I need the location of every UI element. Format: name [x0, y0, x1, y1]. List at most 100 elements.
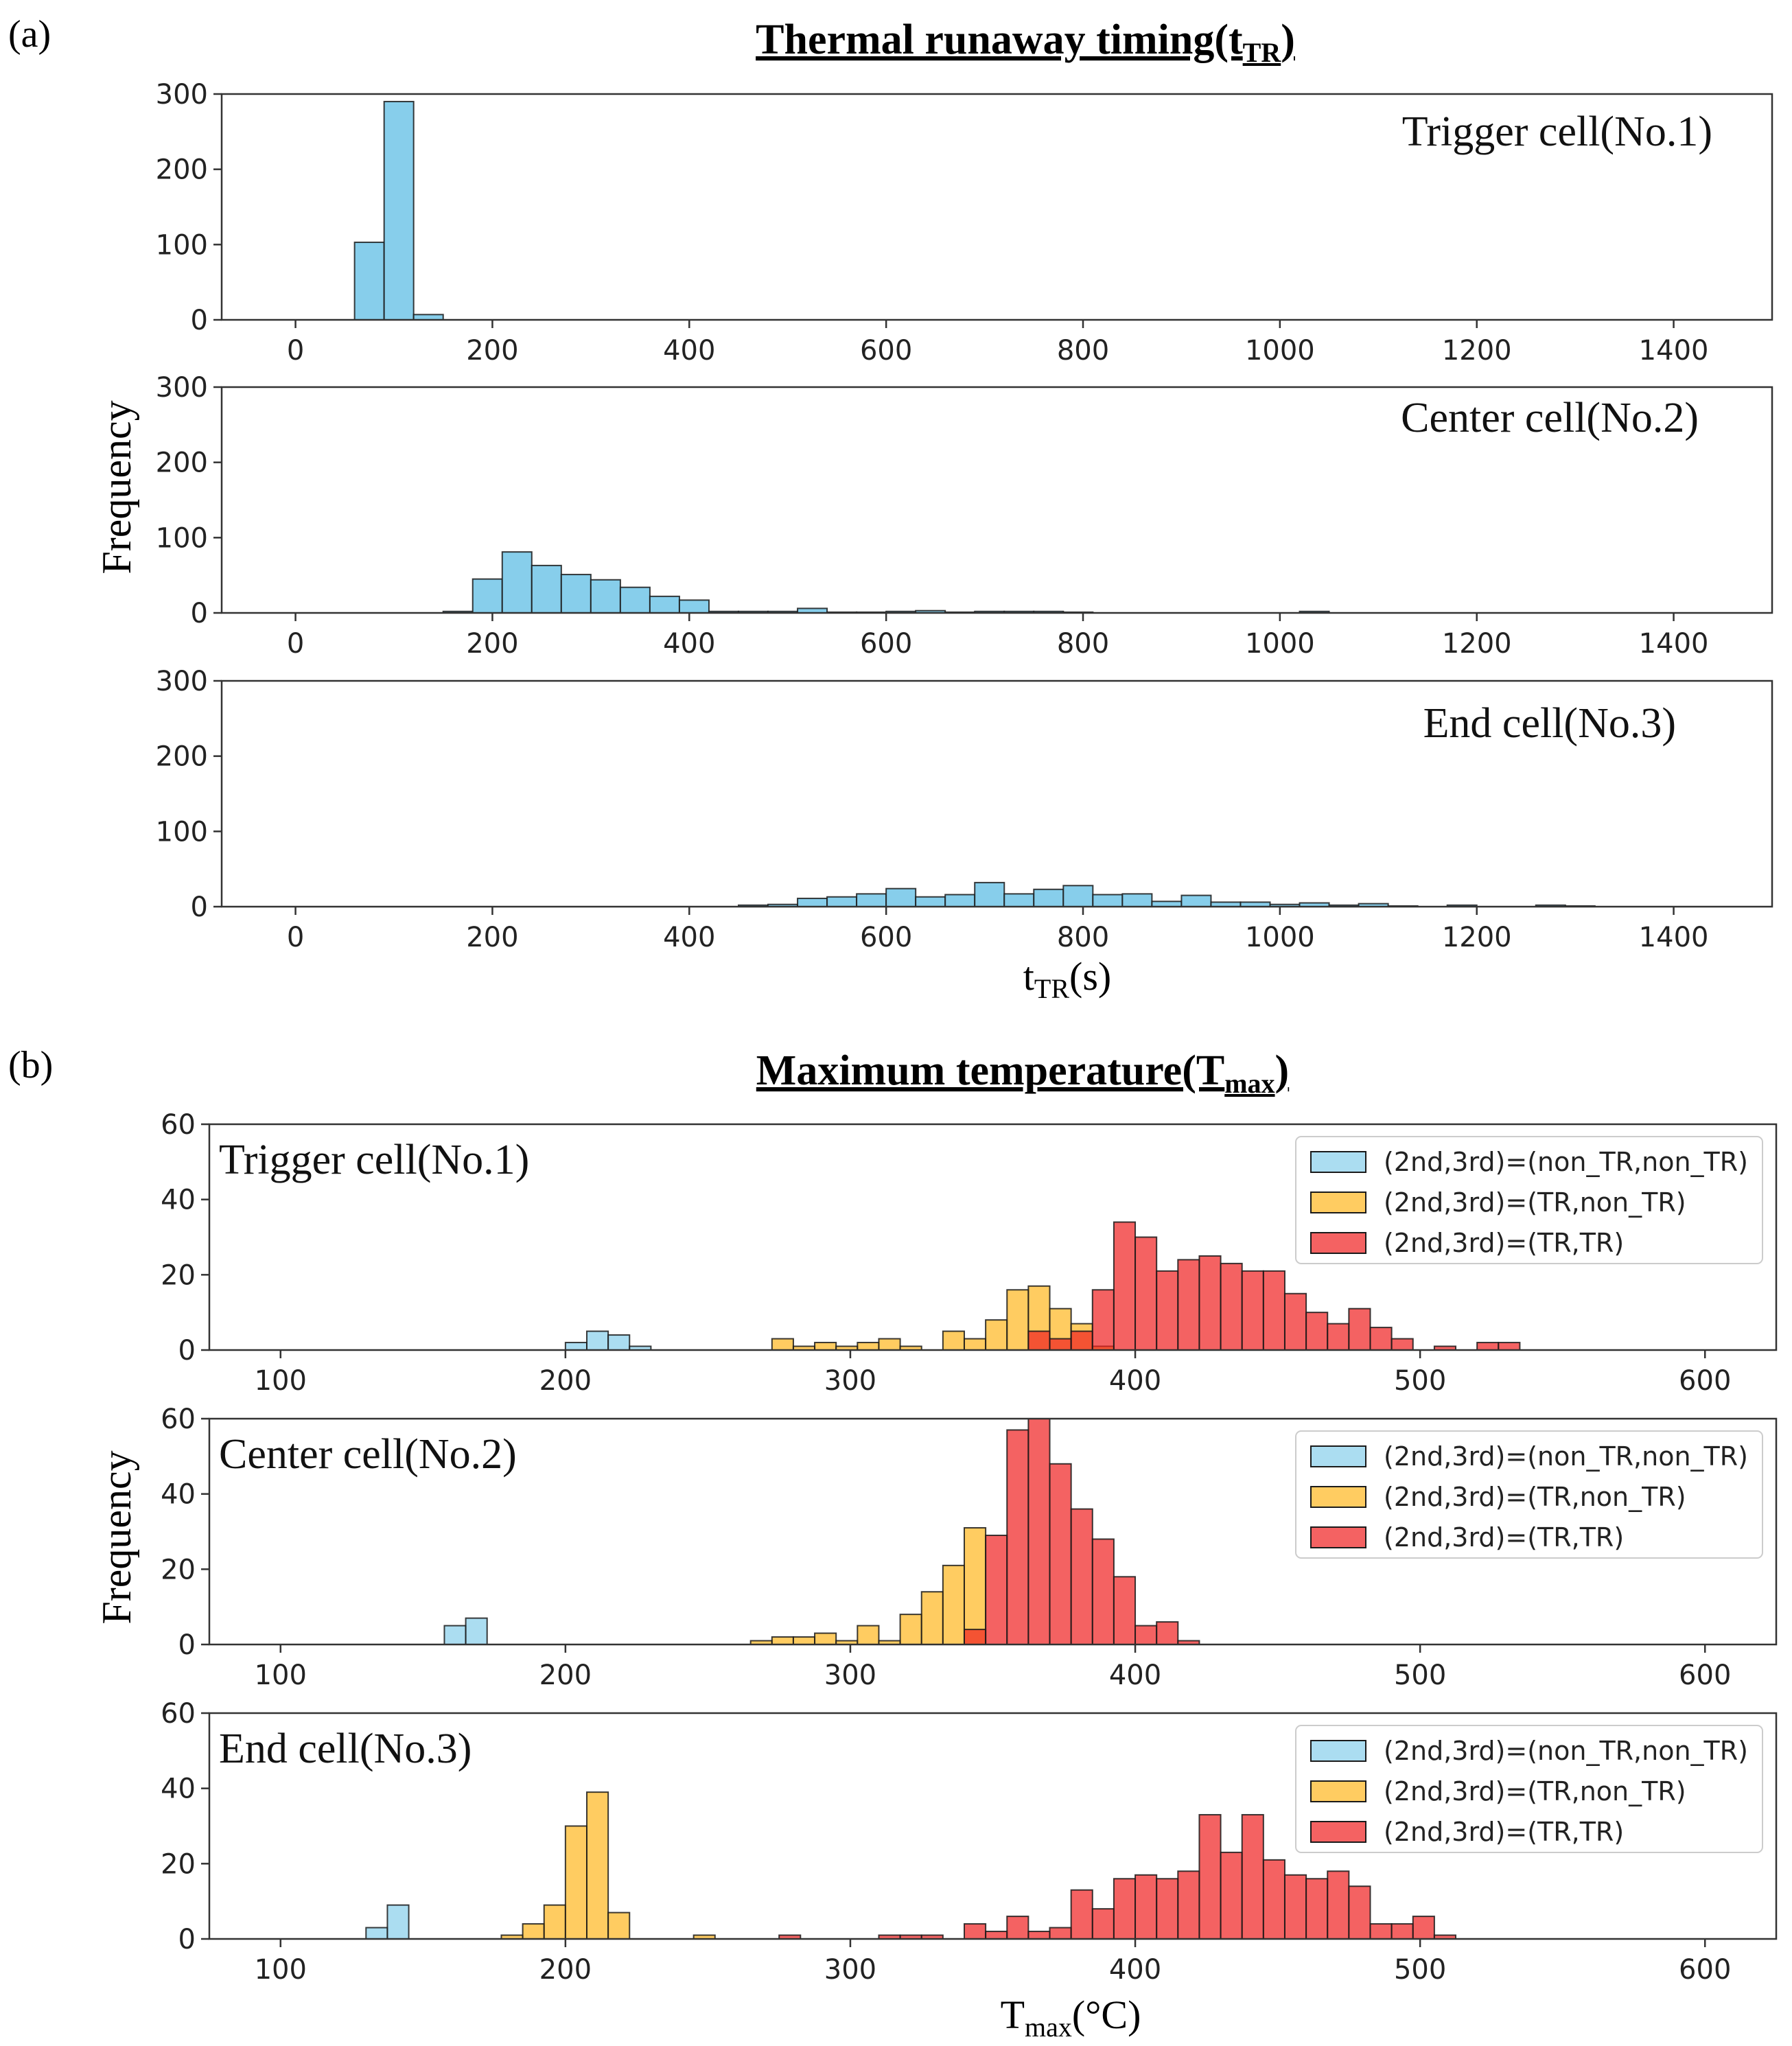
series-0-bar [564, 1342, 587, 1351]
series-2-bar [1134, 1625, 1158, 1645]
chart-b2: 100 200 300 400 500 600 0 20 40 60 Center cell(No.… [161, 1404, 1778, 1691]
series-0-bar [365, 1927, 388, 1940]
series-2-bar [1369, 1327, 1393, 1351]
histogram-bar [974, 881, 1005, 907]
y-tick-label: 200 [156, 447, 208, 479]
series-2-bar [1134, 1874, 1158, 1940]
histogram-bar [915, 896, 946, 907]
legend-label: (2nd,3rd)=(non_TR,non_TR) [1384, 1147, 1748, 1177]
series-1-bar [585, 1791, 609, 1940]
panel-b-y-axis-label: Frequency [94, 1450, 139, 1624]
series-1-bar [963, 1338, 987, 1351]
x-tick-label: 0 [287, 922, 304, 953]
y-tick-label: 100 [156, 522, 208, 554]
legend-label: (2nd,3rd)=(TR,non_TR) [1384, 1187, 1686, 1218]
x-tick-label: 500 [1394, 1660, 1446, 1691]
legend-label: (2nd,3rd)=(non_TR,non_TR) [1384, 1736, 1748, 1766]
series-2-bar [1027, 1418, 1051, 1645]
plot-frame [220, 386, 1773, 614]
series-2-bar [1305, 1878, 1329, 1940]
legend-label: (2nd,3rd)=(TR,TR) [1384, 1228, 1624, 1258]
x-tick-label: 400 [1109, 1954, 1161, 1986]
x-tick-label: 1200 [1442, 922, 1512, 953]
series-2-bar [1134, 1236, 1158, 1351]
x-tick-label: 200 [466, 922, 518, 953]
x-tick-label: 1400 [1639, 628, 1709, 660]
series-1-bar [899, 1614, 922, 1645]
chart-a2: 0 200 400 600 800 1000 1200 1400 0 100 200 300 Cente… [156, 372, 1773, 660]
histogram-bar [1092, 894, 1124, 908]
panel-a-title-close: ) [1281, 16, 1295, 63]
series-1-bar [792, 1636, 816, 1646]
x-tick-label: 600 [860, 628, 912, 660]
series-2-bar [1091, 1908, 1115, 1940]
series-2-bar [963, 1923, 987, 1940]
legend-swatch [1310, 1486, 1366, 1508]
x-tick-label: 400 [663, 628, 715, 660]
panel-b-x-axis-label: Tmax(°C) [1001, 1992, 1141, 2043]
x-tick-label: 0 [287, 628, 304, 660]
histogram-bar [944, 894, 976, 908]
series-2-bar [1070, 1508, 1093, 1646]
histogram-bar [649, 595, 680, 614]
series-2-bar [1198, 1255, 1222, 1351]
legend-box [1295, 1430, 1763, 1559]
series-1-bar [607, 1911, 631, 1940]
panel-b-title-close: ) [1275, 1047, 1290, 1094]
y-tick-label: 0 [178, 1335, 196, 1367]
panel-a-y-axis-label: Frequency [94, 400, 139, 574]
series-1-bar [857, 1342, 880, 1351]
legend-label: (2nd,3rd)=(TR,TR) [1384, 1817, 1624, 1847]
series-1-bar [543, 1904, 566, 1940]
series-1-bar [985, 1319, 1008, 1351]
plot-frame [208, 1123, 1778, 1351]
series-2-bar [1220, 1851, 1243, 1940]
legend-swatch [1310, 1445, 1366, 1467]
series-2-bar [1156, 1878, 1179, 1940]
panel-a-x-axis-label-tail: (s) [1069, 954, 1111, 999]
legend-swatch [1310, 1740, 1366, 1762]
series-2-bar [1070, 1330, 1093, 1351]
y-tick-label: 60 [161, 1404, 196, 1435]
panel-b-title: Maximum temperature(Tmax) [756, 1047, 1289, 1099]
histogram-bar [590, 579, 621, 614]
y-tick-label: 300 [156, 372, 208, 404]
series-2-bar [1327, 1870, 1350, 1940]
x-tick-label: 300 [824, 1660, 876, 1691]
legend-box [1295, 1136, 1763, 1264]
series-2-bar [1241, 1814, 1264, 1940]
series-2-bar [1070, 1889, 1093, 1940]
y-tick-label: 300 [156, 79, 208, 111]
x-tick-label: 600 [860, 922, 912, 953]
legend-swatch [1310, 1526, 1366, 1548]
y-tick-label: 40 [161, 1774, 196, 1805]
legend-swatch [1310, 1151, 1366, 1173]
legend-box [1295, 1725, 1763, 1853]
series-2-bar [1241, 1270, 1264, 1351]
x-tick-label: 800 [1057, 335, 1109, 367]
x-tick-label: 500 [1394, 1954, 1446, 1986]
histogram-bar [797, 897, 828, 907]
x-tick-label: 400 [1109, 1365, 1161, 1397]
chart-a1: 0 200 400 600 800 1000 1200 1400 0 100 200 300 Trigg… [156, 79, 1773, 367]
x-tick-label: 200 [539, 1365, 592, 1397]
legend: (2nd,3rd)=(non_TR,non_TR) (2nd,3rd)=(TR,n… [1295, 1725, 1763, 1853]
series-0-bar [465, 1617, 488, 1646]
y-tick-label: 100 [156, 816, 208, 848]
series-1-bar [814, 1632, 837, 1646]
series-1-bar [771, 1338, 794, 1351]
panel-a-title: Thermal runaway timing(tTR) [756, 16, 1295, 68]
x-tick-label: 500 [1394, 1365, 1446, 1397]
x-tick-label: 400 [1109, 1660, 1161, 1691]
x-tick-label: 300 [824, 1954, 876, 1986]
series-2-bar [1262, 1270, 1285, 1351]
panel-b-x-axis-label-tail: (°C) [1072, 1992, 1141, 2037]
x-tick-label: 1200 [1442, 628, 1512, 660]
histogram-bar [531, 564, 562, 614]
legend-swatch [1310, 1780, 1366, 1802]
series-2-bar [1198, 1814, 1222, 1940]
histogram-bar [560, 574, 592, 614]
x-tick-label: 600 [860, 335, 912, 367]
x-tick-label: 800 [1057, 922, 1109, 953]
plot-frame [208, 1417, 1778, 1646]
